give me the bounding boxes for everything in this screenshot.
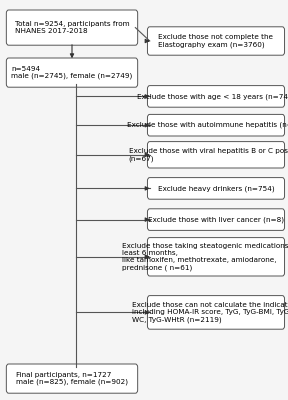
Text: Final participants, n=1727
male (n=825), female (n=902): Final participants, n=1727 male (n=825),… — [16, 372, 128, 385]
Text: Exclude those with age < 18 years (n=748): Exclude those with age < 18 years (n=748… — [137, 93, 288, 100]
FancyBboxPatch shape — [147, 86, 285, 107]
FancyBboxPatch shape — [147, 178, 285, 199]
FancyBboxPatch shape — [147, 296, 285, 329]
Text: Exclude those taking steatogenic medications for at
least 6 months,
like tamoxif: Exclude those taking steatogenic medicat… — [122, 243, 288, 270]
FancyBboxPatch shape — [6, 10, 138, 45]
Text: Exclude those with liver cancer (n=8): Exclude those with liver cancer (n=8) — [148, 216, 284, 223]
FancyBboxPatch shape — [147, 114, 285, 136]
FancyBboxPatch shape — [147, 27, 285, 55]
FancyBboxPatch shape — [147, 209, 285, 230]
Text: Exclude those not complete the
Elastography exam (n=3760): Exclude those not complete the Elastogra… — [158, 34, 274, 48]
Text: Exclude those with autoimmune hepatitis (n=10): Exclude those with autoimmune hepatitis … — [127, 122, 288, 128]
Text: Exclude those with viral hepatitis B or C positive
(n=67): Exclude those with viral hepatitis B or … — [129, 148, 288, 162]
Text: Exclude those can not calculate the indicators,
including HOMA-IR score, TyG, Ty: Exclude those can not calculate the indi… — [132, 302, 288, 323]
FancyBboxPatch shape — [147, 238, 285, 276]
FancyBboxPatch shape — [6, 364, 138, 393]
Text: n=5494
male (n=2745), female (n=2749): n=5494 male (n=2745), female (n=2749) — [11, 66, 133, 79]
Text: Total n=9254, participants from
NHANES 2017-2018: Total n=9254, participants from NHANES 2… — [15, 21, 129, 34]
FancyBboxPatch shape — [6, 58, 138, 87]
Text: Exclude heavy drinkers (n=754): Exclude heavy drinkers (n=754) — [158, 185, 274, 192]
FancyBboxPatch shape — [147, 142, 285, 168]
